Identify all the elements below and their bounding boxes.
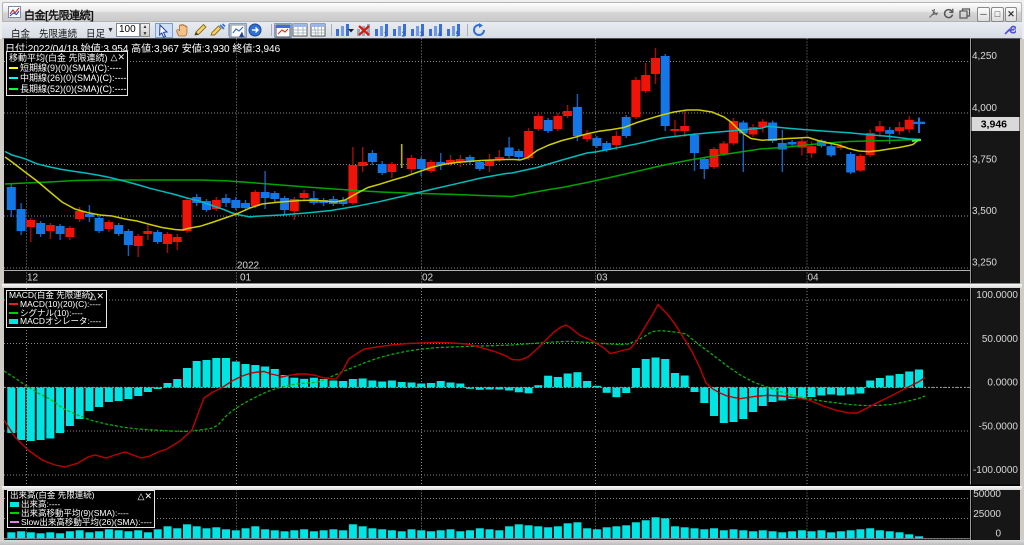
svg-text:50.0000: 50.0000 [982,334,1019,345]
svg-text:4,250: 4,250 [972,51,997,62]
svg-text:1: 1 [384,32,388,38]
svg-text:3,250: 3,250 [972,258,997,269]
svg-text:50000: 50000 [973,489,1001,500]
svg-text:3,500: 3,500 [972,206,997,217]
svg-text:4: 4 [438,32,442,38]
svg-text:-50.0000: -50.0000 [979,421,1019,432]
svg-text:04: 04 [807,273,819,284]
svg-text:3,750: 3,750 [972,154,997,165]
svg-text:100.0000: 100.0000 [976,290,1018,301]
svg-text:3,946: 3,946 [981,119,1007,131]
svg-text:2022: 2022 [237,261,260,272]
svg-text:3: 3 [420,32,424,38]
svg-text:02: 02 [422,273,434,284]
svg-text:4,000: 4,000 [972,103,997,114]
svg-text:-100.0000: -100.0000 [973,465,1018,476]
svg-text:03: 03 [596,273,608,284]
svg-text:0.0000: 0.0000 [987,378,1018,389]
svg-text:12: 12 [27,273,39,284]
svg-text:2: 2 [402,32,406,38]
svg-text:01: 01 [240,273,252,284]
svg-text:25000: 25000 [973,509,1001,520]
svg-text:0: 0 [995,529,1001,540]
svg-text:5: 5 [456,32,460,38]
